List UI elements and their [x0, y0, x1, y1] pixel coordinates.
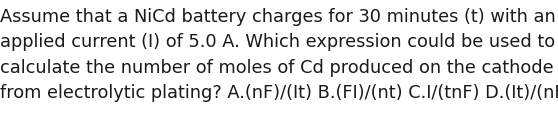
- Text: Assume that a NiCd battery charges for 30 minutes (t) with an
applied current (I: Assume that a NiCd battery charges for 3…: [0, 8, 558, 102]
